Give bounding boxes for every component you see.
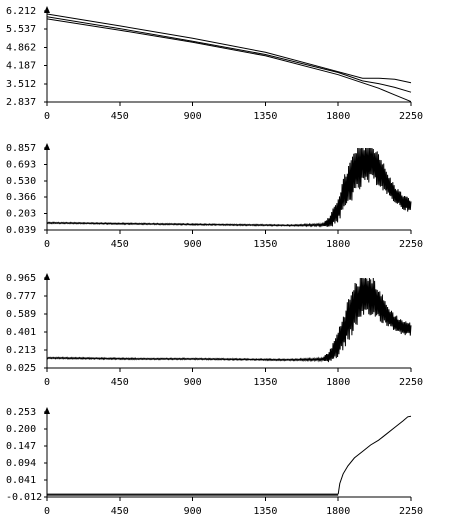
series-line-3 (46, 18, 412, 103)
y-tick-label: 0.200 (6, 424, 36, 435)
y-tick-label: 0.041 (6, 475, 36, 486)
x-tick-label: 1800 (326, 239, 350, 250)
x-tick-label: 1800 (326, 111, 350, 122)
x-tick-label: 0 (44, 239, 50, 250)
x-tick-label: 900 (184, 506, 202, 517)
series-line-1 (46, 13, 412, 84)
y-tick-label: 3.512 (6, 79, 36, 90)
y-tick-label: 0.965 (6, 273, 36, 284)
x-tick-label: 1350 (253, 111, 277, 122)
x-tick-label: 450 (111, 111, 129, 122)
x-tick-label: 2250 (399, 506, 423, 517)
series-line-1 (46, 277, 412, 363)
y-tick-label: 2.837 (6, 97, 36, 108)
y-tick-label: 4.187 (6, 61, 36, 72)
y-tick-label: 0.401 (6, 327, 36, 338)
y-axis-arrow (44, 6, 50, 13)
x-tick-label: 450 (111, 239, 129, 250)
x-tick-label: 450 (111, 506, 129, 517)
y-tick-label: 0.693 (6, 159, 36, 170)
y-tick-label: 4.862 (6, 42, 36, 53)
chart-panel-3: 0.965 0.777 0.589 0.401 0.213 0.025 0 450 900 135… (6, 273, 423, 388)
y-tick-label: 0.039 (6, 225, 36, 236)
chart-panel-2: 0.857 0.693 0.530 0.366 0.203 0.039 0 450 900 135… (6, 143, 423, 250)
x-tick-label: 1800 (326, 506, 350, 517)
x-tick-label: 1350 (253, 239, 277, 250)
series-line-2 (46, 16, 412, 93)
x-tick-label: 1350 (253, 506, 277, 517)
chart-panel-1: 6.212 5.537 4.862 4.187 3.512 2.837 0 450 900 135… (6, 6, 423, 122)
x-tick-label: 0 (44, 506, 50, 517)
x-tick-label: 900 (184, 111, 202, 122)
x-tick-label: 1350 (253, 377, 277, 388)
x-tick-label: 2250 (399, 377, 423, 388)
y-tick-label: 0.147 (6, 441, 36, 452)
y-axis-arrow (44, 273, 50, 280)
y-axis-arrow (44, 143, 50, 150)
y-tick-label: 0.589 (6, 309, 36, 320)
y-tick-label: 6.212 (6, 6, 36, 17)
y-tick-label: 0.094 (6, 458, 36, 469)
y-tick-label: 5.537 (6, 24, 36, 35)
y-tick-label: 0.777 (6, 291, 36, 302)
x-tick-label: 2250 (399, 239, 423, 250)
y-tick-label: 0.857 (6, 143, 36, 154)
y-tick-label: 0.253 (6, 407, 36, 418)
series-line-1 (46, 147, 412, 228)
y-tick-label: 0.203 (6, 209, 36, 220)
x-tick-label: 450 (111, 377, 129, 388)
y-tick-label: 0.366 (6, 192, 36, 203)
y-tick-label: 0.025 (6, 363, 36, 374)
y-tick-label: 0.213 (6, 345, 36, 356)
y-tick-label: 0.530 (6, 176, 36, 187)
y-axis-arrow (44, 407, 50, 414)
x-tick-label: 1800 (326, 377, 350, 388)
x-tick-label: 0 (44, 111, 50, 122)
x-tick-label: 0 (44, 377, 50, 388)
x-tick-label: 900 (184, 239, 202, 250)
x-tick-label: 2250 (399, 111, 423, 122)
y-tick-label: -0.012 (6, 492, 42, 503)
x-tick-label: 900 (184, 377, 202, 388)
series-line-3 (337, 415, 412, 495)
